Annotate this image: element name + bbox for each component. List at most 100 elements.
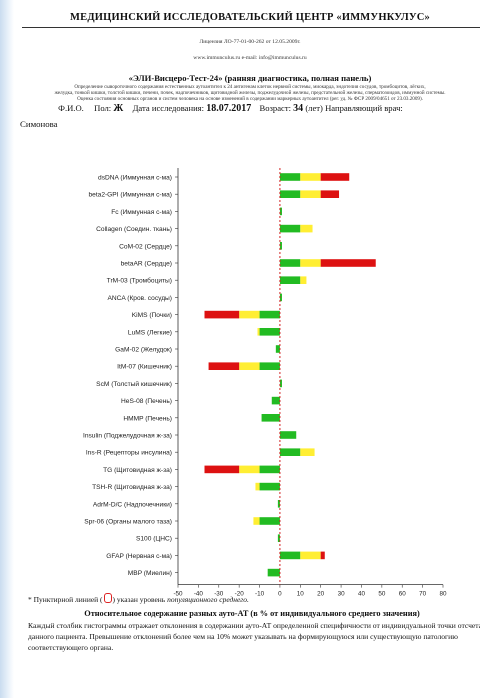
x-tick-label: 0: [278, 591, 282, 598]
bar-9-seg-1: [257, 328, 260, 336]
x-tick-label: -40: [194, 591, 204, 598]
category-label: TSH-R (Щитовидная ж-за): [92, 484, 172, 491]
category-label: KiMS (Почки): [132, 312, 172, 319]
x-tick-label: 20: [317, 591, 325, 598]
category-label: S100 (ЦНС): [136, 536, 172, 543]
category-label: HMMP (Печень): [123, 415, 172, 422]
x-tick-label: 10: [297, 591, 305, 598]
sex-label: Пол:: [94, 103, 112, 113]
contacts-line: www.immunculus.ru e-mail: info@immunculu…: [193, 55, 307, 61]
bar-6-seg-1: [300, 276, 307, 284]
bar-11-seg-2: [208, 362, 240, 370]
x-tick-label: -20: [235, 591, 245, 598]
doctor-name: Симонова: [20, 119, 58, 129]
header-divider: [22, 27, 480, 28]
bar-14-seg-0: [261, 414, 280, 422]
bar-8-seg-1: [239, 310, 260, 319]
bar-0-seg-0: [279, 173, 301, 181]
bar-1-seg-1: [300, 190, 321, 198]
x-tick-label: -30: [214, 591, 224, 598]
bar-9-seg-0: [259, 328, 280, 336]
chart-caption-title: Относительное содержание разных ауто-АТ …: [84, 609, 420, 618]
center-title: МЕДИЦИНСКИЙ ИССЛЕДОВАТЕЛЬСКИЙ ЦЕНТР «ИММ…: [70, 12, 430, 23]
category-label: Spr-06 (Органы малого таза): [84, 519, 172, 526]
x-tick-label: 30: [338, 591, 346, 598]
bar-6-seg-0: [279, 276, 301, 284]
category-label: Insulin (Поджелудочная ж-за): [83, 433, 172, 440]
test-title: «ЭЛИ-Висцеро-Тест-24» (ранняя диагностик…: [128, 73, 372, 83]
category-label: ANCA (Кров. сосуды): [107, 295, 172, 302]
bar-5-seg-0: [279, 259, 301, 267]
bar-17-seg-1: [239, 465, 260, 474]
bar-18-seg-1: [255, 482, 260, 491]
age-label: Возраст:: [259, 103, 292, 113]
category-label: HeS-08 (Печень): [121, 398, 172, 405]
bar-13-seg-0: [271, 396, 280, 405]
date-value: 18.07.2017: [206, 103, 252, 114]
category-label: TG (Щитовидная ж-за): [103, 467, 172, 474]
test-description-1: Определение сывороточного содержания ест…: [74, 84, 426, 90]
category-label: TrM-03 (Тромбоциты): [107, 277, 172, 285]
x-tick-label: -10: [255, 591, 265, 598]
fio-label: Ф.И.О.: [58, 103, 84, 113]
sex-value: Ж: [113, 103, 124, 114]
bar-16-seg-0: [279, 448, 301, 456]
left-page-edge: [0, 0, 14, 698]
bar-8-seg-0: [259, 310, 280, 319]
category-label: dsDNA (Иммунная с-ма): [98, 175, 172, 182]
x-tick-label: 50: [378, 591, 386, 598]
x-tick-label: 40: [358, 591, 366, 598]
doctor-label: Направляющий врач:: [325, 103, 403, 113]
category-label: Ins-R (Рецепторы инсулина): [86, 450, 172, 457]
bar-15-seg-0: [279, 431, 297, 439]
patient-line: Ф.И.О. Пол: Ж Дата исследования: 18.07.2…: [22, 103, 480, 114]
bar-22-seg-2: [320, 551, 325, 560]
legend-note: * Пунктирной линией () указан уровень по…: [28, 593, 249, 604]
bar-1-seg-2: [320, 190, 340, 198]
date-label: Дата исследования:: [132, 103, 205, 113]
category-label: ItM-07 (Кишечник): [117, 364, 172, 371]
bar-0-seg-1: [300, 173, 321, 181]
category-label: beta2-GPI (Иммунная с-ма): [88, 192, 172, 199]
bar-3-seg-1: [300, 224, 313, 233]
bar-22-seg-1: [300, 551, 321, 560]
x-tick-label: -50: [173, 591, 183, 598]
category-label: Collagen (Соедин. ткань): [96, 226, 172, 233]
bar-17-seg-0: [259, 465, 280, 474]
license-line: Лицензия ЛО-77-01-00-262 от 12.05.2009г.: [199, 39, 301, 45]
bar-20-seg-1: [253, 517, 260, 525]
bar-23-seg-0: [267, 568, 280, 577]
category-label: betaAR (Сердце): [121, 261, 172, 268]
category-label: GFAP (Нервная с-ма): [106, 553, 172, 560]
bar-19-seg-0: [277, 500, 280, 508]
bar-0-seg-2: [320, 173, 350, 181]
bar-17-seg-2: [204, 465, 240, 474]
category-label: MBP (Миелин): [128, 570, 172, 577]
bar-5-seg-1: [300, 259, 321, 267]
bar-12-seg-0: [279, 379, 282, 388]
x-tick-label: 80: [439, 591, 447, 598]
category-label: Fc (Иммунная с-ма): [111, 209, 172, 216]
bar-21-seg-0: [277, 534, 280, 542]
bar-10-seg-0: [275, 345, 280, 353]
x-tick-label: 60: [399, 591, 407, 598]
category-label: ScM (Толстый кишечник): [96, 380, 172, 388]
age-value: 34: [293, 103, 304, 114]
bar-8-seg-2: [204, 310, 240, 319]
bar-11-seg-0: [259, 362, 280, 370]
bar-22-seg-0: [279, 551, 301, 560]
bar-7-seg-0: [279, 293, 282, 302]
dashed-line-icon: [103, 593, 112, 603]
bar-1-seg-0: [279, 190, 301, 198]
x-tick-label: 70: [419, 591, 427, 598]
bar-2-seg-0: [279, 207, 282, 216]
note-prefix: * Пунктирной линией (: [28, 595, 103, 604]
test-description-3: Оценка состояния основных органов и сист…: [77, 96, 423, 102]
bar-5-seg-2: [320, 259, 376, 267]
category-label: AdrM-D/C (Надпочечники): [93, 501, 172, 508]
category-label: GaM-02 (Желудок): [115, 347, 172, 354]
category-label: LuMS (Легкие): [128, 329, 172, 336]
bar-3-seg-0: [279, 224, 301, 233]
bar-11-seg-1: [239, 362, 260, 370]
bar-4-seg-0: [279, 242, 282, 250]
